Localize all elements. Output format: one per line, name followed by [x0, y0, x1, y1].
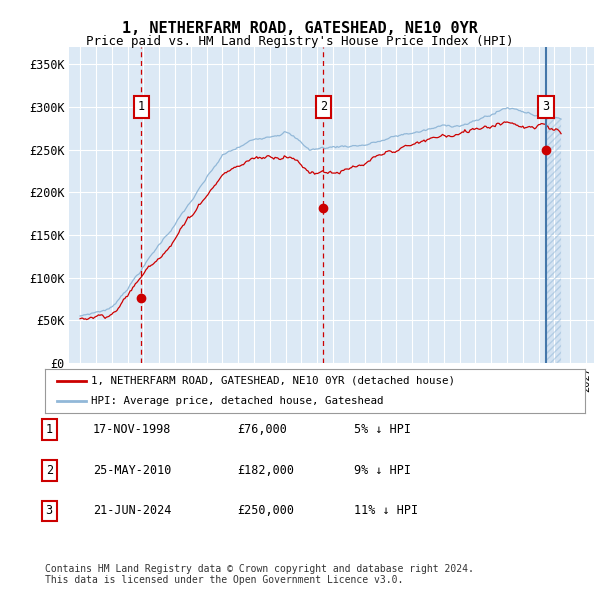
- Text: Contains HM Land Registry data © Crown copyright and database right 2024.
This d: Contains HM Land Registry data © Crown c…: [45, 563, 474, 585]
- Text: HPI: Average price, detached house, Gateshead: HPI: Average price, detached house, Gate…: [91, 396, 383, 406]
- Text: Price paid vs. HM Land Registry's House Price Index (HPI): Price paid vs. HM Land Registry's House …: [86, 35, 514, 48]
- Text: £76,000: £76,000: [237, 423, 287, 436]
- Text: 11% ↓ HPI: 11% ↓ HPI: [354, 504, 418, 517]
- Text: 5% ↓ HPI: 5% ↓ HPI: [354, 423, 411, 436]
- Text: 2: 2: [46, 464, 53, 477]
- Text: 2: 2: [320, 100, 327, 113]
- Text: 1, NETHERFARM ROAD, GATESHEAD, NE10 0YR: 1, NETHERFARM ROAD, GATESHEAD, NE10 0YR: [122, 21, 478, 35]
- Text: 3: 3: [542, 100, 550, 113]
- Text: 21-JUN-2024: 21-JUN-2024: [93, 504, 172, 517]
- Text: 9% ↓ HPI: 9% ↓ HPI: [354, 464, 411, 477]
- Text: 3: 3: [46, 504, 53, 517]
- Text: 1: 1: [138, 100, 145, 113]
- Text: £250,000: £250,000: [237, 504, 294, 517]
- Text: 25-MAY-2010: 25-MAY-2010: [93, 464, 172, 477]
- Text: 1: 1: [46, 423, 53, 436]
- Text: 17-NOV-1998: 17-NOV-1998: [93, 423, 172, 436]
- Text: £182,000: £182,000: [237, 464, 294, 477]
- Text: 1, NETHERFARM ROAD, GATESHEAD, NE10 0YR (detached house): 1, NETHERFARM ROAD, GATESHEAD, NE10 0YR …: [91, 376, 455, 386]
